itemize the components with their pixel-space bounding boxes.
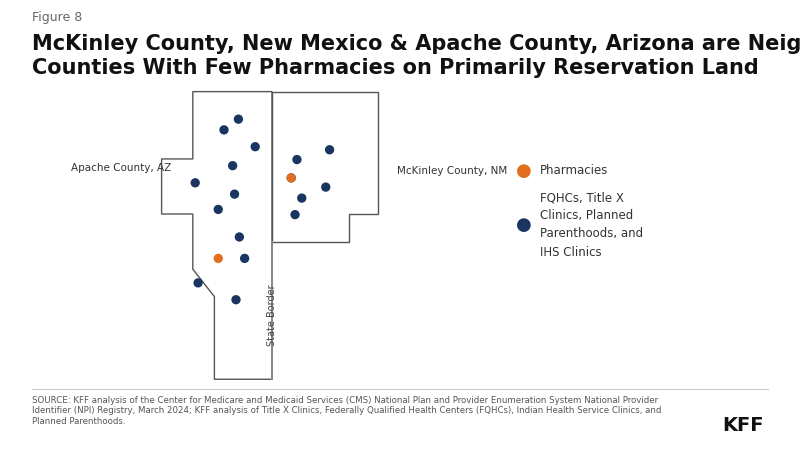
Text: State Border: State Border [267, 284, 277, 346]
Point [233, 234, 246, 241]
Point [212, 206, 225, 213]
Point [230, 296, 242, 303]
Point [189, 179, 202, 186]
Point [238, 255, 251, 262]
Point [319, 184, 332, 191]
Text: Pharmacies: Pharmacies [540, 165, 608, 177]
Point [232, 116, 245, 123]
Point [289, 211, 302, 218]
Text: McKinley County, NM: McKinley County, NM [397, 166, 507, 176]
Point [285, 174, 298, 181]
Text: Figure 8: Figure 8 [32, 11, 82, 24]
Point [228, 190, 241, 198]
Text: ●: ● [516, 216, 532, 234]
Point [212, 255, 225, 262]
Text: Apache County, AZ: Apache County, AZ [70, 163, 171, 173]
Point [290, 156, 303, 163]
Point [295, 194, 308, 202]
Text: FQHCs, Title X
Clinics, Planned
Parenthoods, and
IHS Clinics: FQHCs, Title X Clinics, Planned Parentho… [540, 192, 643, 258]
Point [323, 146, 336, 153]
Point [249, 143, 262, 150]
Text: KFF: KFF [722, 416, 764, 435]
Point [226, 162, 239, 169]
Polygon shape [272, 92, 378, 242]
Point [285, 174, 298, 181]
Text: SOURCE: KFF analysis of the Center for Medicare and Medicaid Services (CMS) Nati: SOURCE: KFF analysis of the Center for M… [32, 396, 662, 426]
Polygon shape [162, 92, 272, 379]
Point [218, 126, 230, 134]
Point [192, 279, 205, 287]
Text: ●: ● [516, 162, 532, 180]
Text: McKinley County, New Mexico & Apache County, Arizona are Neighboring
Counties Wi: McKinley County, New Mexico & Apache Cou… [32, 34, 800, 78]
